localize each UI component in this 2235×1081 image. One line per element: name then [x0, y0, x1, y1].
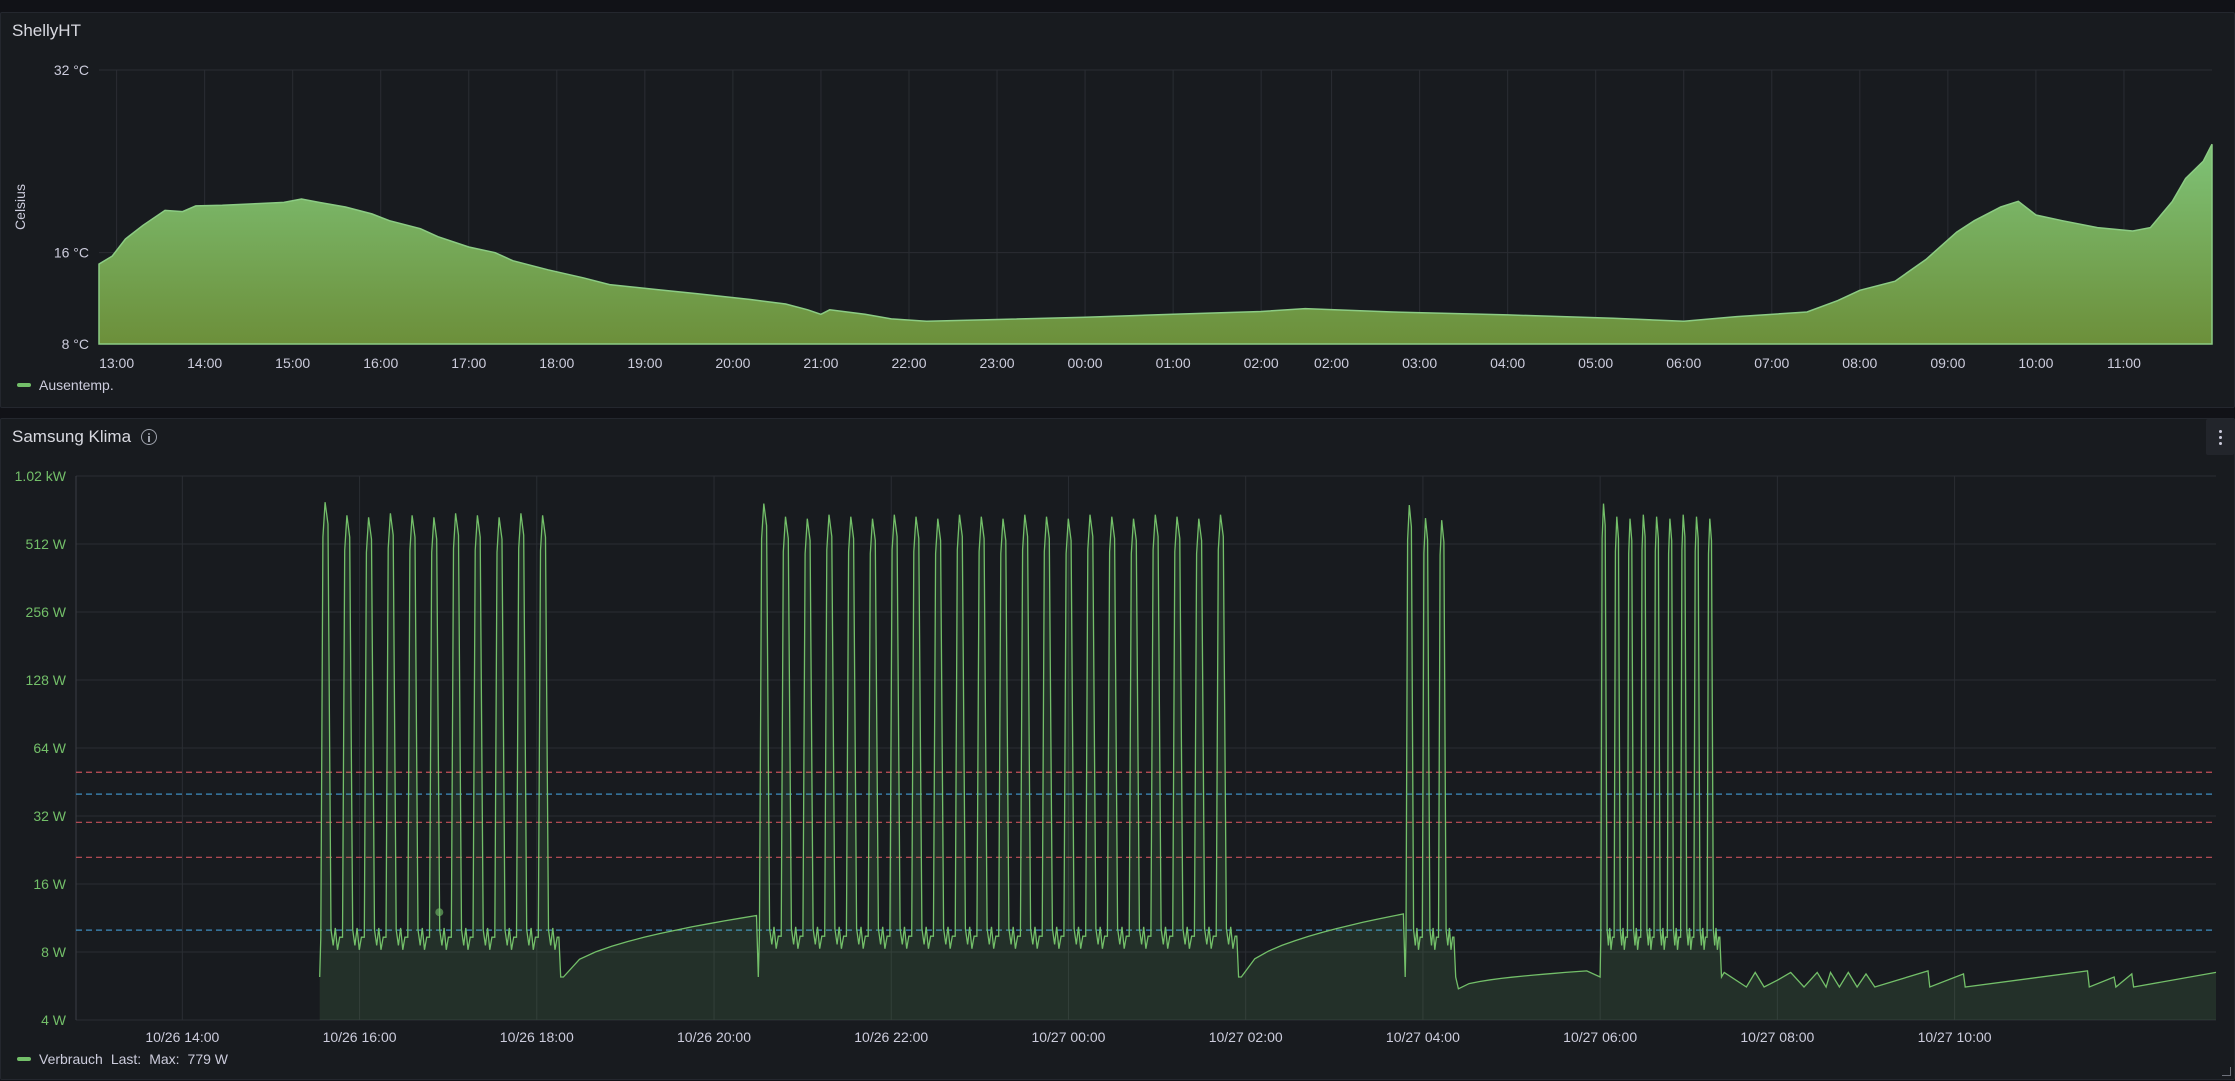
x-tick-label: 10/27 02:00 [1209, 1029, 1283, 1045]
y-tick-label: 256 W [26, 604, 67, 620]
x-tick-label: 21:00 [803, 355, 838, 371]
resize-handle[interactable] [2222, 1067, 2231, 1076]
x-tick-label: 10/26 18:00 [500, 1029, 574, 1045]
x-tick-label: 20:00 [715, 355, 750, 371]
x-tick-label: 08:00 [1842, 355, 1877, 371]
legend-max-value: 779 W [188, 1051, 228, 1067]
y-tick-label: 512 W [26, 536, 67, 552]
x-tick-label: 10/27 08:00 [1740, 1029, 1814, 1045]
x-tick-label: 10/27 00:00 [1031, 1029, 1105, 1045]
power-line [320, 502, 2216, 989]
y-tick-label: 4 W [41, 1012, 67, 1028]
x-tick-label: 09:00 [1930, 355, 1965, 371]
power-chart[interactable]: 1.02 kW 512 W 256 W 128 W 64 W 32 W 16 W 8 W 4 W… [1, 419, 2235, 1081]
x-tick-label: 10/26 14:00 [145, 1029, 219, 1045]
samsung-klima-panel: Samsung Klima 1.02 kW 512 W 256 W 128 W 64 W… [0, 418, 2235, 1080]
y-tick-label: 64 W [33, 740, 66, 756]
legend-series-name[interactable]: Verbrauch [39, 1051, 103, 1067]
x-tick-label: 16:00 [363, 355, 398, 371]
y-tick-label: 32 °C [54, 62, 89, 78]
y-tick-label: 32 W [33, 808, 66, 824]
x-tick-label: 13:00 [99, 355, 134, 371]
legend[interactable]: Verbrauch Last: Max: 779 W [17, 1051, 228, 1067]
y-tick-label: 8 °C [62, 336, 89, 352]
x-tick-label: 18:00 [539, 355, 574, 371]
x-tick-label: 02:00 [1314, 355, 1349, 371]
x-tick-label: 07:00 [1754, 355, 1789, 371]
y-axis-label: Celsius [12, 184, 28, 230]
x-tick-label: 10/27 04:00 [1386, 1029, 1460, 1045]
shellyht-panel: ShellyHT 32 °C 16 °C 8 °C 13:00 14:00 15:00 16… [0, 12, 2235, 408]
legend-swatch [17, 383, 31, 387]
x-tick-label: 10/26 22:00 [854, 1029, 928, 1045]
legend-series-name[interactable]: Ausentemp. [39, 377, 114, 393]
x-tick-label: 10:00 [2018, 355, 2053, 371]
x-tick-label: 14:00 [187, 355, 222, 371]
y-tick-label: 16 °C [54, 245, 89, 261]
legend-max-label: Max: [149, 1051, 179, 1067]
x-tick-label: 17:00 [451, 355, 486, 371]
legend-last-label: Last: [111, 1051, 141, 1067]
x-tick-label: 06:00 [1666, 355, 1701, 371]
hover-point [435, 908, 443, 916]
x-tick-label: 11:00 [2107, 355, 2141, 371]
legend-swatch [17, 1057, 31, 1061]
x-tick-label: 15:00 [275, 355, 310, 371]
power-area [320, 502, 2216, 1020]
x-tick-label: 05:00 [1578, 355, 1613, 371]
y-tick-label: 1.02 kW [15, 468, 67, 484]
y-tick-label: 8 W [41, 944, 67, 960]
x-tick-label: 10/26 20:00 [677, 1029, 751, 1045]
x-tick-label: 01:00 [1156, 355, 1191, 371]
y-tick-label: 16 W [33, 876, 66, 892]
x-tick-label: 10/26 16:00 [323, 1029, 397, 1045]
temperature-chart[interactable]: 32 °C 16 °C 8 °C 13:00 14:00 15:00 16:00 17:00 1… [1, 13, 2235, 409]
x-tick-label: 23:00 [980, 355, 1015, 371]
y-tick-label: 128 W [26, 672, 67, 688]
x-tick-label: 10/27 10:00 [1918, 1029, 1992, 1045]
x-tick-label: 02:00 [1244, 355, 1279, 371]
x-tick-label: 19:00 [627, 355, 662, 371]
x-tick-label: 22:00 [891, 355, 926, 371]
x-tick-label: 10/27 06:00 [1563, 1029, 1637, 1045]
x-tick-label: 04:00 [1490, 355, 1525, 371]
temperature-area [99, 144, 2212, 344]
x-tick-label: 03:00 [1402, 355, 1437, 371]
x-tick-label: 00:00 [1068, 355, 1103, 371]
legend[interactable]: Ausentemp. [17, 377, 114, 393]
